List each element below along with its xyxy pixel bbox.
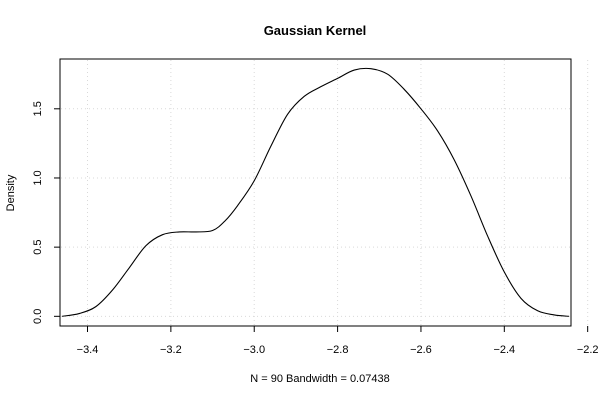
x-tick-label: −2.6	[410, 344, 432, 356]
grid-lines	[61, 60, 589, 325]
y-axis-label: Density	[5, 174, 17, 211]
chart-title: Gaussian Kernel	[264, 23, 367, 38]
plot-frame	[59, 58, 572, 327]
x-tick-label: −3.2	[160, 344, 182, 356]
y-axis-ticks: 0.0 0.5 1.0 1.5	[32, 101, 60, 324]
x-tick-label: −3.4	[77, 344, 99, 356]
y-tick-label: 0.5	[32, 239, 44, 254]
density-curve	[61, 67, 569, 317]
x-tick-label: −3.0	[243, 344, 265, 356]
x-tick-label: −2.4	[493, 344, 515, 356]
y-tick-label: 1.5	[32, 101, 44, 116]
x-tick-label: −2.8	[327, 344, 349, 356]
y-tick-label: 0.0	[32, 309, 44, 324]
x-axis-ticks: −3.4 −3.2 −3.0 −2.8 −2.6 −2.4 −2.2	[77, 326, 599, 356]
y-tick-label: 1.0	[32, 170, 44, 185]
x-axis-label: N = 90 Bandwidth = 0.07438	[250, 373, 389, 385]
x-tick-label: −2.2	[577, 344, 599, 356]
